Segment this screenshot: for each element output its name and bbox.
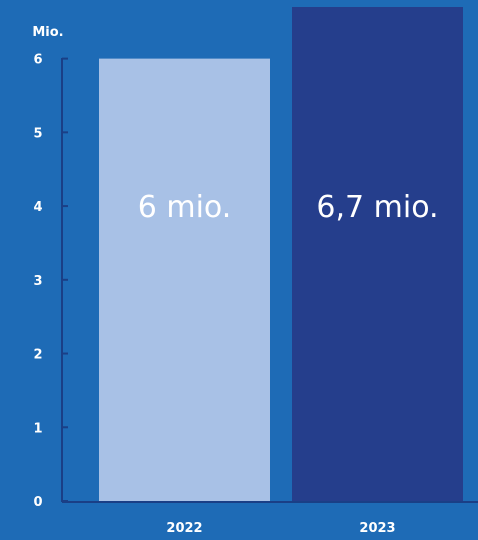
x-tick-label-2023: 2023 [359, 521, 395, 536]
y-tick-label-0: 0 [33, 495, 42, 510]
axis-layer [61, 57, 478, 503]
y-tick-label-4: 4 [33, 200, 42, 215]
x-tick-label-2022: 2022 [166, 521, 202, 536]
labels-layer: 0 1 2 3 4 5 6 2022 2023 6 mio. 6,7 mio. [33, 53, 438, 536]
bar-2022 [99, 58, 270, 501]
data-label-2022: 6 mio. [138, 190, 232, 225]
y-tick-label-6: 6 [33, 53, 42, 68]
y-tick-label-1: 1 [33, 421, 42, 436]
y-tick-label-5: 5 [33, 126, 42, 141]
y-tick-label-3: 3 [33, 274, 42, 289]
y-tick-label-2: 2 [33, 348, 42, 363]
data-label-2023: 6,7 mio. [316, 190, 438, 225]
bar-2023 [292, 7, 463, 501]
bars-layer [99, 7, 463, 501]
y-axis-unit-label: Mio. [32, 25, 63, 40]
